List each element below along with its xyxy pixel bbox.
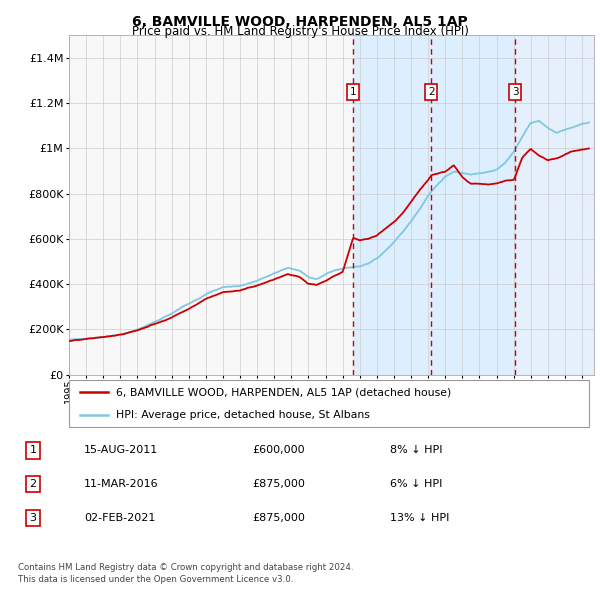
Bar [515,35,594,375]
Text: This data is licensed under the Open Government Licence v3.0.: This data is licensed under the Open Gov… [18,575,293,584]
Text: £600,000: £600,000 [252,445,305,455]
Text: £875,000: £875,000 [252,513,305,523]
Text: 1: 1 [29,445,37,455]
Text: 15-AUG-2011: 15-AUG-2011 [84,445,158,455]
Text: 1: 1 [350,87,356,97]
Bar [431,35,515,375]
Text: 3: 3 [512,87,518,97]
Text: 02-FEB-2021: 02-FEB-2021 [84,513,155,523]
Text: £875,000: £875,000 [252,479,305,489]
Text: 2: 2 [428,87,434,97]
Text: 6, BAMVILLE WOOD, HARPENDEN, AL5 1AP (detached house): 6, BAMVILLE WOOD, HARPENDEN, AL5 1AP (de… [116,388,452,398]
Bar [353,35,431,375]
Text: 11-MAR-2016: 11-MAR-2016 [84,479,158,489]
Text: Contains HM Land Registry data © Crown copyright and database right 2024.: Contains HM Land Registry data © Crown c… [18,563,353,572]
Text: HPI: Average price, detached house, St Albans: HPI: Average price, detached house, St A… [116,409,370,419]
Text: 13% ↓ HPI: 13% ↓ HPI [390,513,449,523]
FancyBboxPatch shape [69,381,589,427]
Text: 2: 2 [29,479,37,489]
Text: 6, BAMVILLE WOOD, HARPENDEN, AL5 1AP: 6, BAMVILLE WOOD, HARPENDEN, AL5 1AP [132,15,468,29]
Text: 3: 3 [29,513,37,523]
Text: 8% ↓ HPI: 8% ↓ HPI [390,445,443,455]
Text: 6% ↓ HPI: 6% ↓ HPI [390,479,442,489]
Text: Price paid vs. HM Land Registry's House Price Index (HPI): Price paid vs. HM Land Registry's House … [131,25,469,38]
